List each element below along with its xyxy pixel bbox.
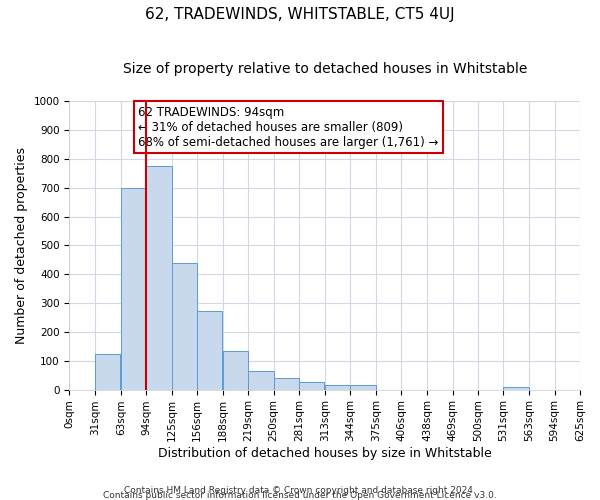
Bar [223, 350, 248, 390]
Bar [172, 264, 197, 390]
Bar [325, 386, 350, 390]
Text: 62 TRADEWINDS: 94sqm
← 31% of detached houses are smaller (809)
68% of semi-deta: 62 TRADEWINDS: 94sqm ← 31% of detached h… [139, 106, 439, 148]
Bar [350, 386, 376, 390]
Bar [248, 371, 274, 390]
Bar [121, 188, 146, 390]
X-axis label: Distribution of detached houses by size in Whitstable: Distribution of detached houses by size … [158, 447, 491, 460]
Bar [197, 311, 222, 390]
Bar [503, 386, 529, 390]
Text: Contains HM Land Registry data © Crown copyright and database right 2024.: Contains HM Land Registry data © Crown c… [124, 486, 476, 495]
Text: Contains public sector information licensed under the Open Government Licence v3: Contains public sector information licen… [103, 491, 497, 500]
Text: 62, TRADEWINDS, WHITSTABLE, CT5 4UJ: 62, TRADEWINDS, WHITSTABLE, CT5 4UJ [145, 8, 455, 22]
Title: Size of property relative to detached houses in Whitstable: Size of property relative to detached ho… [122, 62, 527, 76]
Bar [274, 378, 299, 390]
Bar [299, 382, 324, 390]
Y-axis label: Number of detached properties: Number of detached properties [15, 147, 28, 344]
Bar [95, 354, 120, 390]
Bar [146, 166, 172, 390]
